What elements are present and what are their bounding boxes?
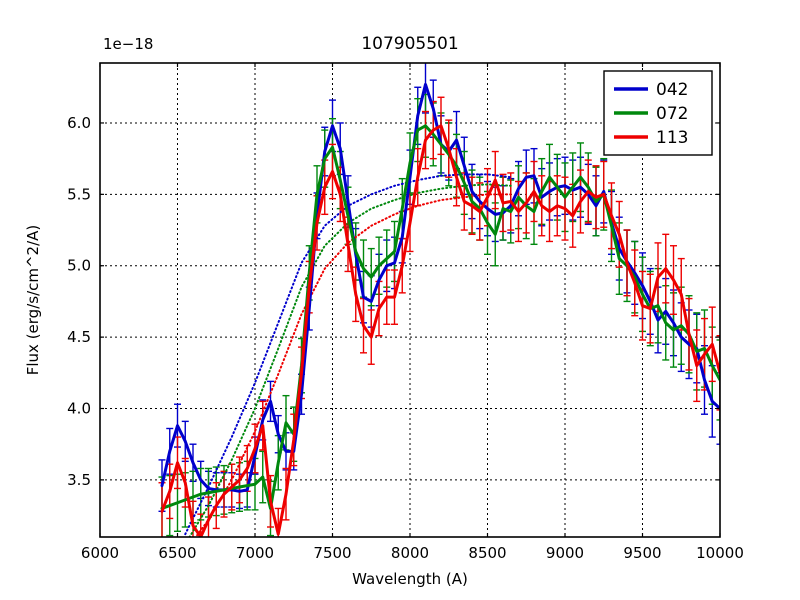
- y-tick-label: 4.5: [67, 328, 91, 346]
- y-tick-label: 3.5: [67, 471, 91, 489]
- x-tick-label: 7000: [236, 544, 274, 562]
- plot-title: 107905501: [361, 34, 458, 54]
- x-tick-label: 9500: [623, 544, 661, 562]
- x-tick-label: 8000: [391, 544, 429, 562]
- x-tick-label: 8500: [468, 544, 506, 562]
- x-axis-label: Wavelength (A): [352, 570, 468, 588]
- x-tick-label: 9000: [546, 544, 584, 562]
- y-tick-label: 5.5: [67, 185, 91, 203]
- continuum-line-072-continuum: [188, 183, 512, 537]
- legend-label-072: 072: [656, 104, 688, 124]
- legend-label-042: 042: [656, 80, 688, 100]
- text-layer: 6000 6500 7000 7500 8000 8500 9000 9500 10000 3.5…: [24, 34, 744, 588]
- y-tick-label: 6.0: [67, 114, 91, 132]
- x-tick-label: 6500: [158, 544, 196, 562]
- y-tick-label: 5.0: [67, 257, 91, 275]
- y-axis-label: Flux (erg/s/cm^2/A): [24, 225, 42, 376]
- data-layer: [158, 63, 720, 537]
- x-tick-label: 6000: [81, 544, 119, 562]
- x-tick-label: 7500: [313, 544, 351, 562]
- spectrum-line-113: [160, 124, 720, 537]
- y-axis-exponent-label: 1e−18: [103, 35, 153, 53]
- x-tick-label: 10000: [696, 544, 744, 562]
- legend-label-113: 113: [656, 128, 688, 148]
- y-tick-label: 4.0: [67, 400, 91, 418]
- axes-layer: [99, 62, 721, 538]
- legend[interactable]: 042 072 113: [603, 70, 713, 156]
